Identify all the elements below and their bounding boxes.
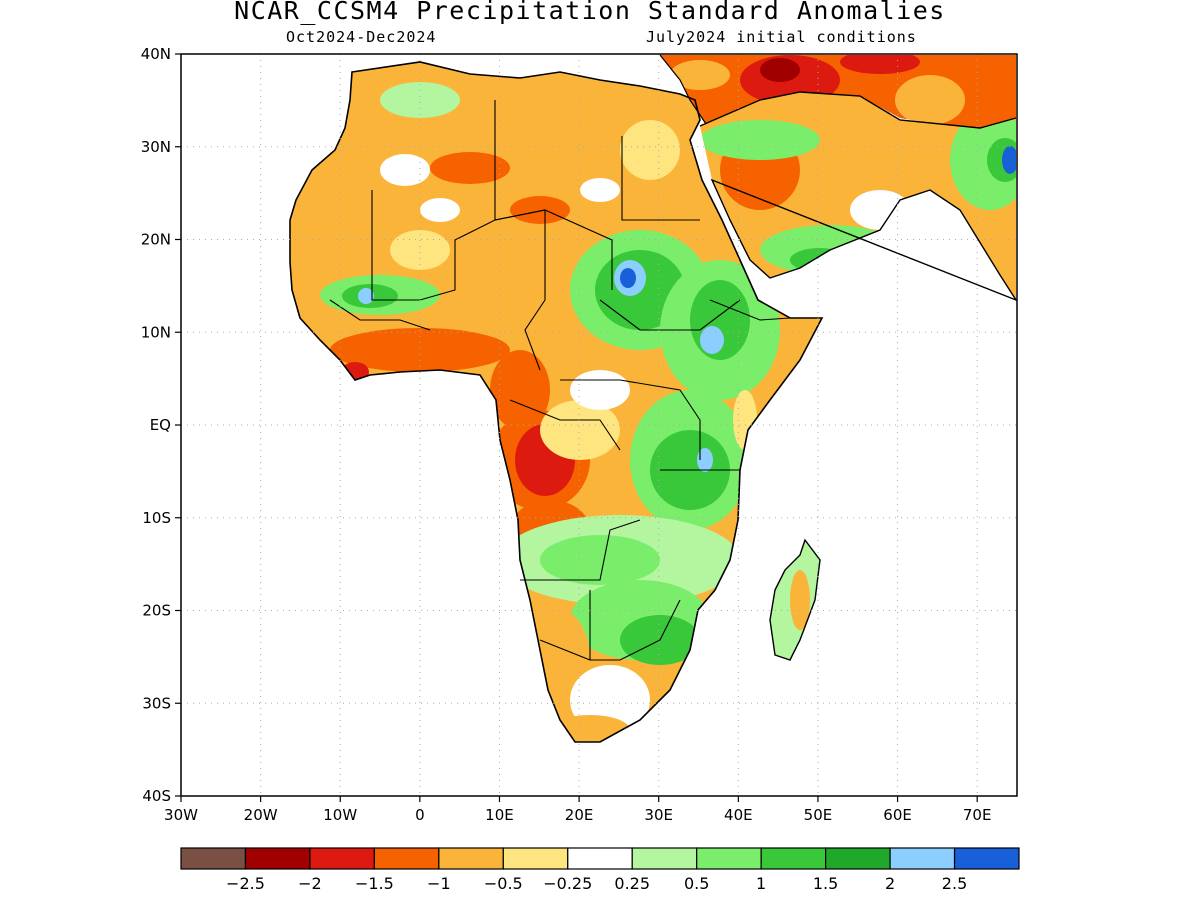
lat-tick-label: 30N xyxy=(141,138,171,156)
lon-tick-label: 0 xyxy=(415,806,425,824)
lat-tick-label: 10N xyxy=(141,323,171,341)
arabia-coastline xyxy=(699,91,1018,302)
colorbar-swatch xyxy=(825,847,891,870)
colorbar-swatch xyxy=(696,847,762,870)
colorbar-label: −0.25 xyxy=(543,874,592,893)
madagascar-coastline xyxy=(769,538,821,661)
country-borders xyxy=(329,100,791,661)
colorbar-swatch xyxy=(889,847,956,870)
gridlines xyxy=(181,54,1017,796)
colorbar-swatch xyxy=(760,847,827,870)
colorbar-swatch xyxy=(180,847,247,870)
lon-tick-label: 50E xyxy=(804,806,833,824)
colorbar-label: 0.25 xyxy=(614,874,650,893)
colorbar-label: −1 xyxy=(427,874,451,893)
lon-tick-label: 70E xyxy=(963,806,992,824)
colorbar-label: −2 xyxy=(298,874,322,893)
colorbar-label: 1 xyxy=(756,874,766,893)
lon-tick-label: 10W xyxy=(323,806,357,824)
colorbar-label: −2.5 xyxy=(226,874,265,893)
initial-conditions: July2024 initial conditions xyxy=(646,28,917,46)
colorbar-swatch xyxy=(244,847,311,870)
lat-tick-label: 20S xyxy=(142,602,171,620)
lon-tick-label: 30W xyxy=(164,806,198,824)
lon-tick-label: 30E xyxy=(644,806,673,824)
colorbar-swatch xyxy=(567,847,633,870)
colorbar-label: −0.5 xyxy=(484,874,523,893)
lon-tick-label: 20E xyxy=(565,806,594,824)
colorbar-label: −1.5 xyxy=(355,874,394,893)
colorbar-swatch xyxy=(438,847,504,870)
lat-tick-label: 30S xyxy=(142,694,171,712)
colorbar-swatch xyxy=(502,847,569,870)
lat-tick-label: 20N xyxy=(141,231,171,249)
forecast-period: Oct2024-Dec2024 xyxy=(286,28,437,46)
levant-coastline xyxy=(659,54,707,125)
lon-tick-label: 20W xyxy=(244,806,278,824)
colorbar-swatch xyxy=(309,847,375,870)
map-title: NCAR_CCSM4 Precipitation Standard Anomal… xyxy=(234,0,946,25)
lat-tick-label: 40S xyxy=(142,787,171,805)
colorbar-swatch xyxy=(953,847,1020,870)
colorbar-label: 0.5 xyxy=(684,874,709,893)
lat-tick-label: EQ xyxy=(150,416,171,434)
colorbar-swatch xyxy=(373,847,440,870)
colorbar-label: 1.5 xyxy=(813,874,838,893)
lat-tick-label: 40N xyxy=(141,45,171,63)
colorbar-label: 2 xyxy=(885,874,895,893)
colorbar-label: 2.5 xyxy=(942,874,967,893)
lon-tick-label: 10E xyxy=(485,806,514,824)
lat-tick-label: 10S xyxy=(142,509,171,527)
colorbar: −2.5 −2 −1.5 −1 −0.5 −0.25 0.25 0.5 1 1.5 2 2.5 xyxy=(180,847,1020,893)
lon-tick-label: 60E xyxy=(883,806,912,824)
colorbar-swatch xyxy=(631,847,698,870)
lon-tick-label: 40E xyxy=(724,806,753,824)
